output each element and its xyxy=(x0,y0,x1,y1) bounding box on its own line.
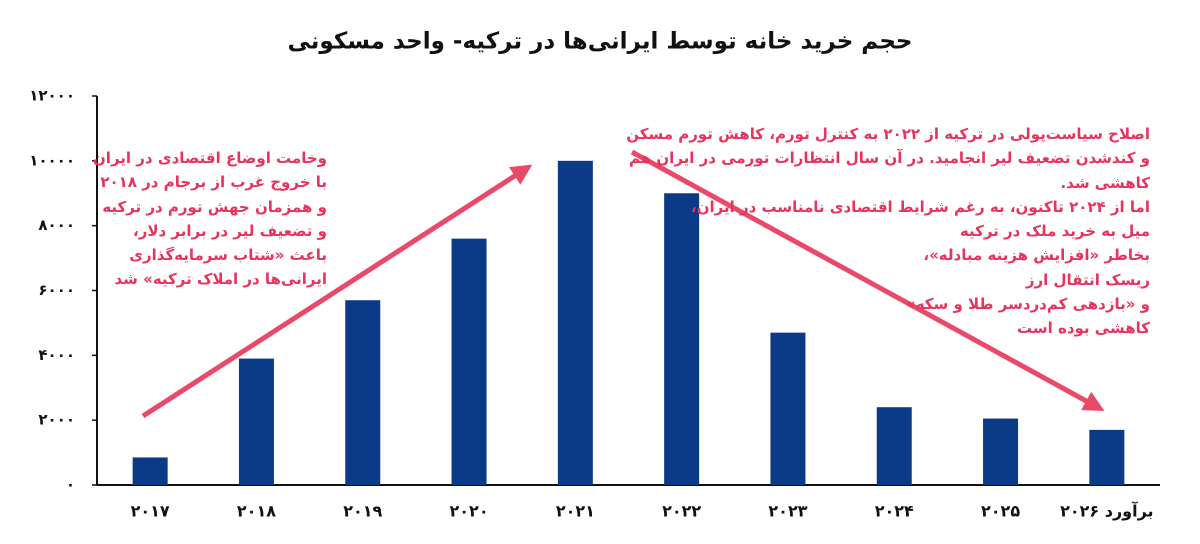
annotation-line: و تضعیف لیر در برابر دلار، xyxy=(133,221,327,240)
trend-arrow-down xyxy=(630,149,1105,412)
bar xyxy=(451,238,487,485)
bar xyxy=(983,418,1019,485)
y-tick-label: ۲۰۰۰ xyxy=(38,411,75,429)
annotation-line: و کندشدن تضعیف لیر انجامید. در آن سال ان… xyxy=(628,149,1150,168)
annotation-left: وخامت اوضاع اقتصادی در ایران با خروج غرب … xyxy=(93,146,327,292)
bar xyxy=(132,457,168,485)
x-tick-label: ۲۰۲۴ xyxy=(875,502,914,521)
bar xyxy=(1089,429,1125,485)
annotation-line: با خروج غرب از برجام در ۲۰۱۸ xyxy=(100,173,327,192)
x-tick-label: برآورد ۲۰۲۶ xyxy=(1060,501,1153,521)
plot-area: ۰ ۲۰۰۰ ۴۰۰۰ ۶۰۰۰ ۸۰۰۰ ۱۰۰۰۰ ۱۲۰۰۰ ۲۰۱۷ ۲۰۱۸ ۲۰۱۹ ۲… xyxy=(29,87,1160,521)
bar xyxy=(770,332,806,485)
y-tick-label: ۰ xyxy=(66,476,75,494)
x-tick-label: ۲۰۲۲ xyxy=(662,502,701,521)
x-tick-label: ۲۰۲۳ xyxy=(768,502,807,521)
annotation-line: ایرانی‌ها در املاک ترکیه» شد xyxy=(114,270,328,289)
annotation-line: کاهشی بوده است xyxy=(1016,319,1150,338)
x-tick-label: ۲۰۱۷ xyxy=(131,502,170,521)
bar xyxy=(345,300,381,485)
annotation-line: اصلاح سیاست‌پولی در ترکیه از ۲۰۲۲ به کنت… xyxy=(626,125,1150,143)
chart-title: حجم خرید خانه توسط ایرانی‌ها در ترکیه- و… xyxy=(288,29,913,55)
y-tick-label: ۸۰۰۰ xyxy=(38,216,75,234)
annotation-line: بخاطر «افزایش هزینه مبادله»، xyxy=(923,246,1150,265)
annotation-line: باعث «شتاب سرمایه‌گذاری xyxy=(129,246,327,265)
bar xyxy=(664,193,700,485)
bar xyxy=(557,160,593,486)
annotation-line: کاهشی شد. xyxy=(1060,173,1150,192)
annotation-line: و «بازدهی کم‌دردسر طلا و سکه» xyxy=(906,295,1150,314)
y-tick-label: ۱۲۰۰۰ xyxy=(29,87,75,105)
y-tick-label: ۱۰۰۰۰ xyxy=(29,151,75,169)
x-tick-label: ۲۰۲۵ xyxy=(981,502,1020,521)
annotation-line: وخامت اوضاع اقتصادی در ایران xyxy=(93,149,327,167)
annotation-line: ریسک انتقال ارز xyxy=(1025,270,1150,289)
x-tick-label: ۲۰۲۰ xyxy=(450,502,489,521)
x-tick-label: ۲۰۲۱ xyxy=(556,502,595,521)
trend-arrow-up xyxy=(141,164,533,419)
annotation-line: میل به خرید ملک در ترکیه xyxy=(959,222,1150,241)
y-tick-label: ۴۰۰۰ xyxy=(38,346,75,364)
y-tick-label: ۶۰۰۰ xyxy=(38,281,75,299)
x-tick-label: ۲۰۱۹ xyxy=(343,502,382,521)
annotation-line: و همزمان جهش تورم در ترکیه xyxy=(102,197,327,216)
annotation-line: اما از ۲۰۲۴ تاکنون، به رغم شرایط اقتصادی… xyxy=(691,197,1150,216)
x-tick-label: ۲۰۱۸ xyxy=(237,502,276,521)
bar xyxy=(238,358,274,485)
annotation-right: اصلاح سیاست‌پولی در ترکیه از ۲۰۲۲ به کنت… xyxy=(626,122,1150,341)
bar xyxy=(876,407,912,485)
